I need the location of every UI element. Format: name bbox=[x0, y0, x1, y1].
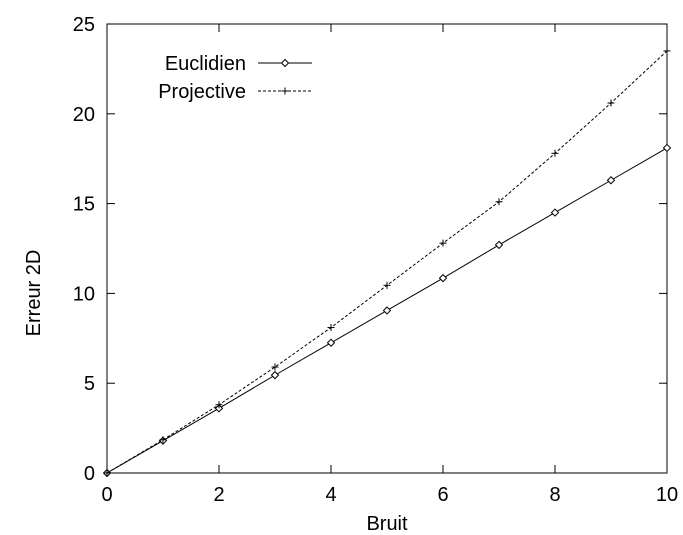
data-point-projective bbox=[215, 401, 223, 409]
y-tick-label: 5 bbox=[84, 373, 95, 395]
legend-label: Projective bbox=[158, 81, 246, 103]
legend-marker bbox=[280, 58, 290, 68]
data-point-euclidien bbox=[606, 176, 616, 185]
series-layer bbox=[102, 47, 672, 478]
data-point-euclidien bbox=[382, 306, 392, 315]
legend-entry-projective: Projective bbox=[158, 81, 312, 103]
data-point-projective bbox=[327, 324, 335, 332]
x-tick-label: 2 bbox=[213, 484, 224, 506]
y-tick-label: 15 bbox=[73, 194, 95, 216]
data-point-euclidien bbox=[270, 370, 280, 380]
data-point-projective bbox=[551, 149, 559, 157]
y-axis-label: Erreur 2D bbox=[23, 250, 45, 337]
data-point-euclidien bbox=[662, 143, 672, 153]
data-point-projective bbox=[103, 469, 111, 477]
x-tick-label: 10 bbox=[656, 484, 678, 506]
data-point-projective bbox=[271, 363, 279, 371]
data-point-euclidien bbox=[326, 338, 336, 347]
data-point-projective bbox=[607, 99, 615, 107]
data-point-euclidien bbox=[214, 404, 224, 413]
data-point-projective bbox=[159, 436, 167, 444]
data-point-projective bbox=[495, 198, 503, 206]
series-line-projective bbox=[106, 50, 668, 474]
legend-entry-euclidien: Euclidien bbox=[165, 53, 312, 75]
legend-label: Euclidien bbox=[165, 53, 246, 75]
data-point-projective bbox=[383, 281, 391, 289]
x-tick-label: 6 bbox=[437, 484, 448, 506]
x-axis-label: Bruit bbox=[366, 513, 408, 535]
x-tick-label: 8 bbox=[549, 484, 560, 506]
plot-frame bbox=[106, 23, 668, 474]
data-point-projective bbox=[663, 47, 671, 55]
y-tick-label: 0 bbox=[84, 463, 95, 485]
y-tick-label: 25 bbox=[73, 14, 95, 36]
ticks: 0 2 4 6 8 10 0 5 10 15 20 25 bbox=[73, 14, 678, 506]
data-point-euclidien bbox=[550, 208, 560, 217]
y-tick-label: 20 bbox=[73, 104, 95, 126]
data-point-euclidien bbox=[438, 273, 448, 283]
x-tick-label: 4 bbox=[325, 484, 336, 506]
legend-marker bbox=[281, 87, 289, 95]
legend: Euclidien Projective bbox=[158, 53, 312, 103]
y-tick-label: 10 bbox=[73, 283, 95, 305]
x-tick-label: 0 bbox=[101, 484, 112, 506]
data-point-projective bbox=[439, 239, 447, 247]
data-point-euclidien bbox=[494, 240, 504, 250]
series-projective bbox=[103, 47, 671, 477]
series-euclidien bbox=[102, 143, 672, 478]
axes bbox=[106, 23, 668, 474]
